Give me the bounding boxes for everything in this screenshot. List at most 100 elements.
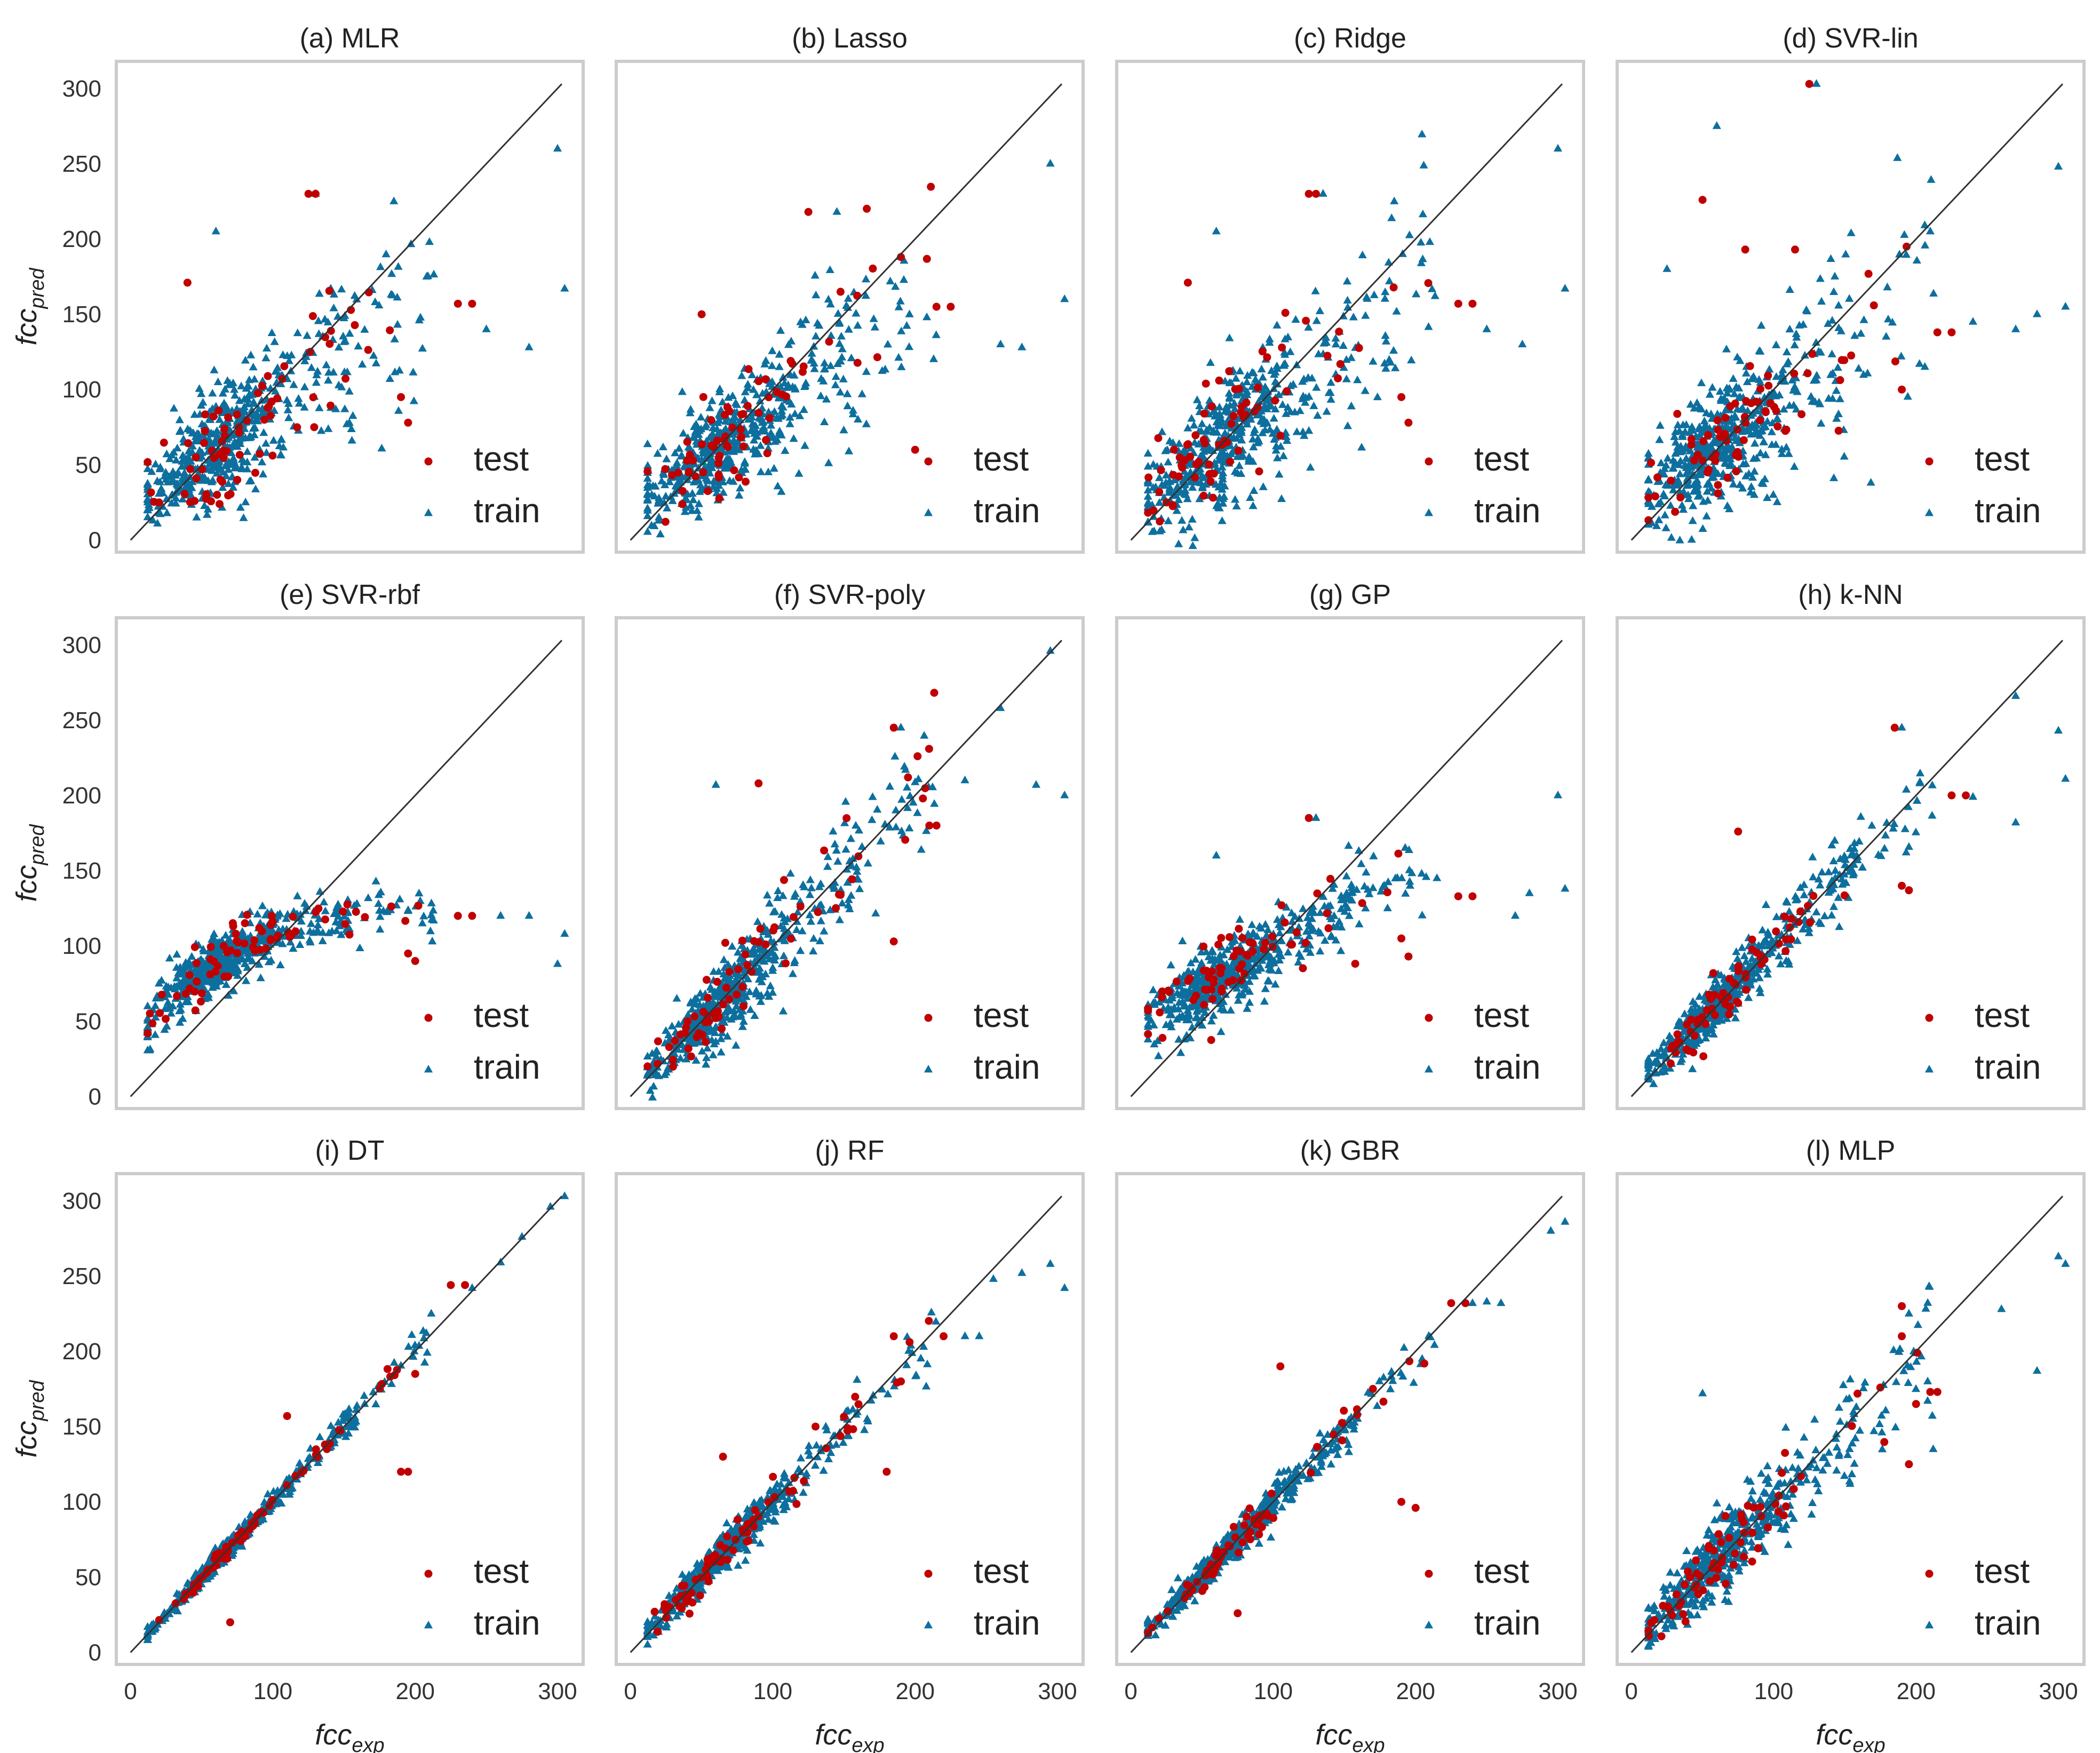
train-point (709, 476, 718, 484)
data-points (643, 646, 1069, 1101)
train-point (643, 439, 652, 448)
train-point (259, 428, 268, 436)
train-point (820, 358, 829, 366)
train-point (335, 342, 344, 350)
test-point (704, 487, 712, 495)
train-point (1725, 459, 1735, 468)
train-point (759, 423, 768, 431)
train-point (1271, 404, 1280, 412)
train-point (1703, 487, 1712, 495)
train-point (773, 481, 782, 490)
test-point (1226, 457, 1234, 466)
train-point (807, 349, 816, 357)
test-point (1170, 445, 1178, 454)
train-point (1682, 420, 1691, 428)
train-point (777, 431, 786, 439)
panel-title: (g) GP (1309, 579, 1391, 610)
legend-train-marker (1424, 508, 1434, 516)
train-point (799, 880, 808, 888)
test-point (704, 993, 712, 1002)
train-point (799, 405, 808, 413)
train-point (1189, 420, 1198, 429)
train-point (832, 207, 841, 215)
train-point (1389, 346, 1398, 354)
test-point (1699, 1052, 1708, 1061)
train-point (169, 404, 179, 412)
train-point (853, 867, 862, 875)
test-point (1351, 960, 1359, 968)
train-point (2032, 309, 2042, 317)
train-point (1060, 294, 1069, 302)
train-point (1265, 338, 1274, 346)
train-point (683, 1010, 693, 1018)
test-point (1644, 516, 1653, 524)
train-point (1779, 404, 1788, 413)
train-point (271, 367, 280, 375)
train-point (1863, 369, 1872, 377)
train-point (777, 407, 786, 415)
train-point (151, 1001, 160, 1009)
test-point (192, 453, 200, 461)
train-point (694, 499, 703, 507)
panel-title: (b) Lasso (792, 23, 908, 54)
train-point (253, 910, 262, 918)
train-point (1676, 447, 1685, 456)
train-point (1324, 388, 1333, 396)
train-point (659, 470, 669, 478)
train-point (283, 405, 292, 413)
train-point (180, 963, 189, 971)
train-point (1807, 392, 1816, 400)
train-point (643, 1051, 652, 1059)
train-point (317, 426, 326, 434)
train-point (172, 479, 181, 488)
test-point (293, 423, 301, 432)
test-point (1468, 299, 1477, 308)
train-point (1179, 475, 1188, 483)
train-point (1854, 364, 1863, 372)
train-point (224, 479, 233, 487)
train-point (657, 476, 666, 484)
train-point (284, 399, 293, 407)
train-point (929, 354, 938, 362)
train-point (148, 515, 157, 524)
test-point (280, 362, 289, 370)
train-point (930, 799, 939, 807)
train-point (1687, 535, 1696, 543)
test-point (321, 915, 329, 923)
train-point (739, 1017, 748, 1025)
train-point (1701, 420, 1710, 428)
train-point (226, 460, 235, 468)
train-point (254, 960, 264, 968)
train-point (1694, 403, 1703, 411)
train-point (1361, 386, 1370, 394)
panel-title: (c) Ridge (1294, 23, 1406, 54)
train-point (1226, 401, 1235, 409)
train-point (393, 320, 402, 328)
train-point (654, 513, 664, 521)
train-point (345, 329, 354, 337)
test-point (1383, 888, 1391, 897)
train-point (903, 803, 912, 811)
data-points (643, 158, 1069, 538)
train-point (1288, 380, 1298, 388)
train-point (1286, 347, 1295, 355)
train-point (1248, 501, 1258, 509)
test-point (1651, 492, 1659, 500)
test-point (1323, 909, 1331, 918)
train-point (1790, 462, 1799, 470)
train-point (1690, 485, 1700, 494)
test-point (1231, 385, 1239, 393)
train-point (690, 994, 699, 1002)
train-point (143, 512, 152, 521)
train-point (810, 270, 820, 279)
test-point (193, 977, 201, 986)
test-point (1158, 1034, 1167, 1042)
test-point (1154, 434, 1163, 442)
train-point (658, 442, 667, 450)
train-point (313, 920, 323, 929)
train-point (675, 474, 685, 482)
train-point (766, 981, 775, 990)
train-point (1675, 469, 1684, 477)
train-point (1788, 376, 1797, 384)
